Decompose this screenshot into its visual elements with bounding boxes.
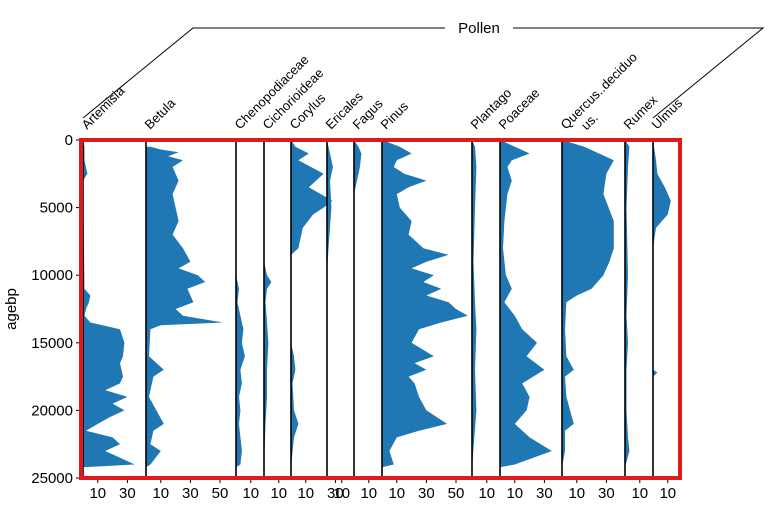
- series-label-line: Pinus: [378, 98, 412, 132]
- series-area: [264, 140, 272, 468]
- series-area: [83, 140, 135, 468]
- series-label: Artemisia: [79, 83, 128, 132]
- y-tick-label: 20000: [31, 402, 73, 419]
- y-tick-label: 0: [65, 132, 73, 149]
- highlight-frame: [79, 138, 682, 480]
- x-tick-label: 10: [388, 485, 405, 502]
- x-tick-label: 30: [119, 485, 136, 502]
- x-tick-label: 10: [360, 485, 377, 502]
- x-tick-label: 10: [631, 485, 648, 502]
- y-tick-label: 25000: [31, 470, 73, 487]
- x-tick-label: 50: [448, 485, 465, 502]
- x-tick-label: 10: [568, 485, 585, 502]
- x-tick-label: 10: [478, 485, 495, 502]
- series-area: [354, 140, 362, 468]
- series-area: [327, 140, 333, 468]
- panel-artemisia: 10 30 Artemisia: [79, 83, 136, 502]
- panel-pinus: 10 30 50 Pinus: [378, 98, 468, 502]
- x-tick-label: 10: [297, 485, 314, 502]
- x-tick-label: 10: [270, 485, 287, 502]
- series-label: Quercus..deciduous.: [558, 49, 651, 142]
- x-tick-label: 10: [333, 485, 350, 502]
- series-area: [146, 146, 223, 468]
- series-area: [472, 140, 477, 468]
- series-area: [500, 140, 552, 468]
- x-tick-label: 30: [536, 485, 553, 502]
- y-tick-label: 15000: [31, 335, 73, 352]
- group-header: Pollen: [82, 20, 765, 119]
- series-label-line: Betula: [142, 95, 179, 132]
- group-bracket-left: [82, 27, 445, 119]
- series-area: [382, 140, 468, 468]
- y-axis: 0 5000 10000 15000 20000 25000 agebp: [3, 132, 82, 487]
- series-area: [625, 140, 630, 468]
- series-label-line: Artemisia: [79, 83, 128, 132]
- y-tick-label: 5000: [40, 200, 73, 217]
- x-tick-label: 10: [152, 485, 169, 502]
- series-area: [653, 140, 671, 468]
- x-tick-label: 10: [506, 485, 523, 502]
- x-tick-label: 10: [89, 485, 106, 502]
- x-tick-label: 30: [598, 485, 615, 502]
- series-label: Betula: [142, 95, 179, 132]
- x-tick-label: 30: [327, 485, 344, 502]
- series-area: [291, 140, 333, 468]
- group-bracket-right: [513, 27, 765, 119]
- group-title: Pollen: [458, 20, 500, 37]
- x-tick-label: 30: [418, 485, 435, 502]
- y-axis-label: agebp: [3, 288, 20, 330]
- x-tick-label: 10: [659, 485, 676, 502]
- x-tick-label: 50: [212, 485, 229, 502]
- y-tick-label: 10000: [31, 267, 73, 284]
- panel-betula: 10 30 50 Betula: [142, 95, 229, 502]
- series-label: Pinus: [378, 98, 412, 132]
- x-tick-label: 10: [242, 485, 259, 502]
- series-area: [236, 140, 245, 468]
- x-tick-label: 30: [182, 485, 199, 502]
- series-area: [562, 140, 614, 468]
